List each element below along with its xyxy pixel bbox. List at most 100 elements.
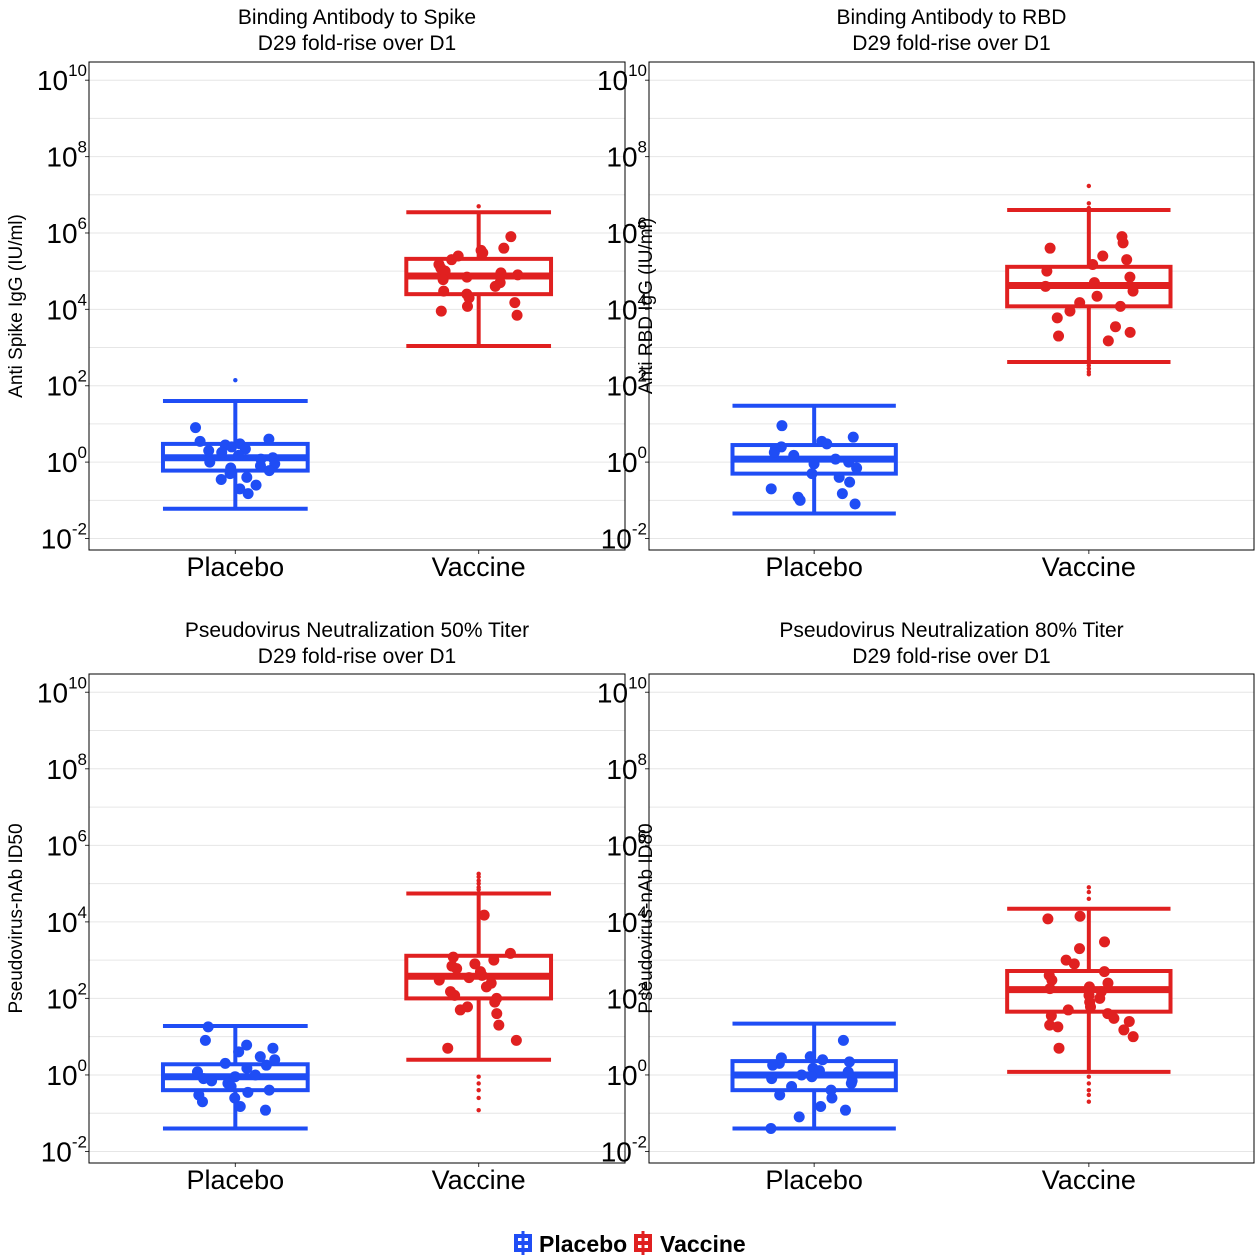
y-tick-label: 1010 <box>597 61 647 96</box>
legend-key-vaccine <box>634 1231 652 1255</box>
data-point <box>786 1080 798 1092</box>
data-point <box>196 1096 208 1108</box>
data-point <box>1123 1015 1135 1027</box>
data-point <box>254 460 266 472</box>
chart-panels: Binding Antibody to Spike D29 fold-rise o… <box>6 6 1255 1195</box>
data-point <box>242 488 254 500</box>
chart-subtitle: D29 fold-rise over D1 <box>852 32 1050 55</box>
y-tick-label: 108 <box>606 750 647 785</box>
x-tick-label: Placebo <box>187 1165 285 1195</box>
data-point <box>776 420 788 432</box>
data-point <box>796 1069 808 1081</box>
data-point <box>765 483 777 495</box>
x-tick-label: Placebo <box>187 552 285 582</box>
outlier-point <box>1086 201 1092 206</box>
data-point <box>1127 285 1139 297</box>
legend-item-placebo: Placebo <box>514 1231 627 1257</box>
data-point <box>1094 992 1106 1004</box>
box-vaccine <box>404 871 554 1113</box>
outlier-point <box>1086 372 1092 377</box>
data-point <box>259 1104 271 1116</box>
box-vaccine <box>1005 183 1173 377</box>
x-tick-label: Placebo <box>765 552 863 582</box>
data-point <box>804 1051 816 1063</box>
x-tick-label: Placebo <box>765 1165 863 1195</box>
data-point <box>216 446 228 458</box>
y-tick-label: 100 <box>606 443 647 478</box>
chart-subtitle: D29 fold-rise over D1 <box>852 645 1050 668</box>
outlier-point <box>476 881 481 886</box>
data-point <box>433 974 445 986</box>
data-point <box>461 271 473 283</box>
box-placebo <box>160 377 310 511</box>
y-tick-label: 100 <box>606 1056 647 1091</box>
data-point <box>488 954 500 966</box>
data-point <box>830 453 842 465</box>
data-point <box>498 242 510 254</box>
outlier-point <box>476 1074 481 1079</box>
chart-title: Pseudovirus Neutralization 50% Titer <box>185 619 529 642</box>
outlier-point <box>476 878 481 883</box>
y-tick-label: 1010 <box>597 673 647 708</box>
data-point <box>477 247 489 259</box>
data-point <box>817 1054 829 1066</box>
data-point <box>204 456 216 468</box>
data-point <box>806 468 818 480</box>
data-point <box>463 972 475 984</box>
data-point <box>463 292 475 304</box>
data-point <box>1083 981 1095 993</box>
y-tick-label: 104 <box>606 290 647 325</box>
legend-label-vaccine: Vaccine <box>660 1231 746 1257</box>
data-point <box>1102 977 1114 989</box>
data-point <box>260 1059 272 1071</box>
data-point <box>202 1021 214 1033</box>
data-point <box>491 1008 503 1020</box>
x-tick-label: Vaccine <box>1042 552 1136 582</box>
data-point <box>1124 326 1136 338</box>
outlier-point <box>1086 1074 1092 1079</box>
data-point <box>765 1122 777 1134</box>
data-point <box>493 1019 505 1031</box>
data-point <box>1109 321 1121 333</box>
data-point <box>510 1034 522 1046</box>
data-point <box>1087 258 1099 270</box>
data-point <box>821 438 833 450</box>
data-point <box>843 1056 855 1068</box>
legend-label-placebo: Placebo <box>539 1231 627 1257</box>
chart-panel-1: Binding Antibody to Spike D29 fold-rise o… <box>6 6 626 582</box>
y-axis-label: Pseudovirus-nAb ID50 <box>6 823 27 1013</box>
outlier-point <box>476 1081 481 1086</box>
plot-border <box>648 61 1255 551</box>
data-point <box>1074 943 1086 955</box>
data-point <box>190 422 202 434</box>
y-tick-label: 10-2 <box>601 520 647 555</box>
legend: Placebo Vaccine <box>514 1231 746 1257</box>
chart-panel-3: Pseudovirus Neutralization 50% Titer D29 … <box>6 619 626 1195</box>
data-point <box>234 483 246 495</box>
data-point <box>1062 1004 1074 1016</box>
x-tick-label: Vaccine <box>432 552 526 582</box>
data-point <box>206 1075 218 1087</box>
data-point <box>794 494 806 506</box>
chart-panel-4: Pseudovirus Neutralization 80% Titer D29 … <box>597 619 1255 1195</box>
box-placebo <box>730 1021 898 1134</box>
data-point <box>203 445 215 457</box>
data-point <box>226 441 238 453</box>
outlier-point <box>1086 1081 1092 1086</box>
outlier-point <box>1086 885 1092 890</box>
y-tick-label: 100 <box>46 1056 87 1091</box>
outlier-point <box>1086 896 1092 902</box>
data-point <box>229 1071 241 1083</box>
y-tick-label: 108 <box>606 138 647 173</box>
data-point <box>837 1034 849 1046</box>
data-point <box>478 909 490 921</box>
box-placebo <box>730 403 898 516</box>
y-tick-label: 108 <box>46 138 87 173</box>
data-point <box>793 1111 805 1123</box>
y-axis-label: Anti RBD IgG (IU/ml) <box>636 218 657 394</box>
data-point <box>233 1046 245 1058</box>
data-point <box>225 1080 237 1092</box>
box-vaccine <box>404 204 554 348</box>
data-point <box>461 300 473 312</box>
